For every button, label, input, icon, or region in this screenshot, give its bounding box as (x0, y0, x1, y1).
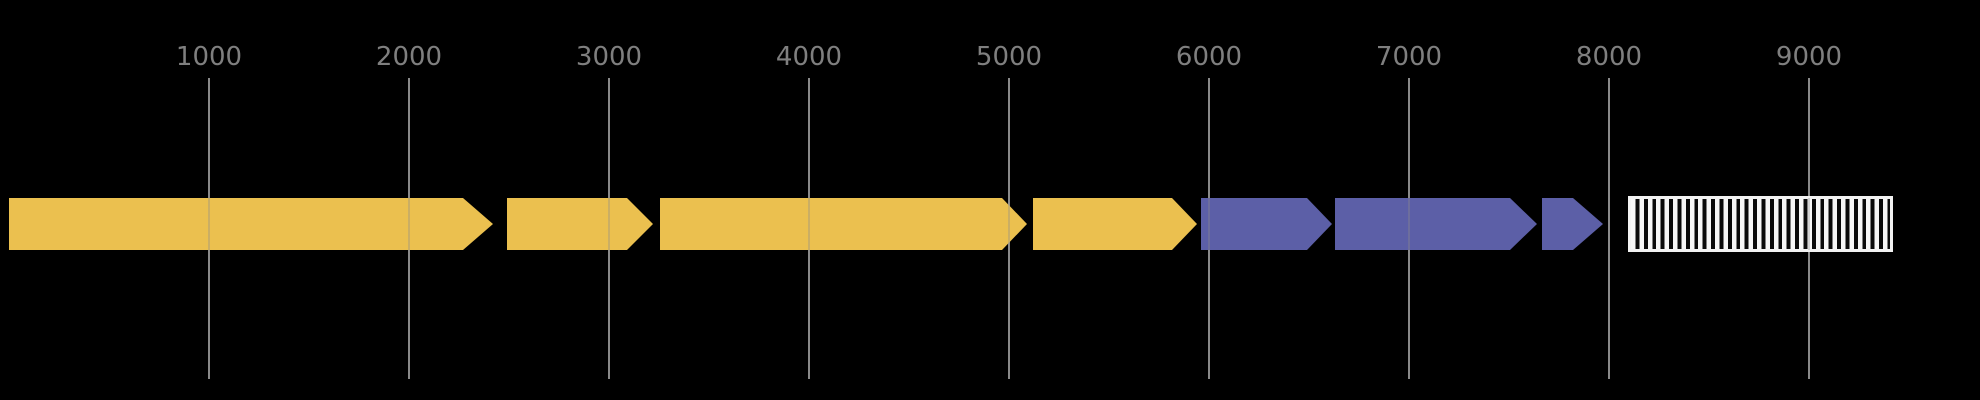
axis-tick-label: 6000 (1175, 42, 1243, 72)
axis-gridline-overlay (1608, 198, 1610, 250)
purple-arrow-2 (1335, 198, 1537, 250)
axis-tick-label: 8000 (1575, 42, 1643, 72)
axis-gridline-overlay (1208, 198, 1210, 250)
axis-gridline-overlay (208, 198, 210, 250)
axis-tick-label: 7000 (1375, 42, 1443, 72)
axis-tick-label: 5000 (975, 42, 1043, 72)
axis-tick-label: 9000 (1775, 42, 1843, 72)
gold-arrow-3 (660, 198, 1027, 250)
axis-tick-label: 2000 (375, 42, 443, 72)
axis-gridline-overlay (608, 198, 610, 250)
axis-tick-label: 3000 (575, 42, 643, 72)
axis-gridline-overlay (1408, 198, 1410, 250)
axis-tick-label: 1000 (175, 42, 243, 72)
axis-tick-label: 4000 (775, 42, 843, 72)
purple-arrow-1 (1201, 198, 1332, 250)
axis-gridline-overlay (1008, 198, 1010, 250)
axis-gridline-overlay (1808, 198, 1810, 250)
hatched-box (1628, 196, 1893, 252)
gold-arrow-1 (9, 198, 493, 250)
axis-gridline (1608, 78, 1610, 379)
gold-arrow-2 (507, 198, 653, 250)
purple-arrow-3 (1542, 198, 1603, 250)
gold-arrow-4 (1033, 198, 1197, 250)
axis-gridline-overlay (408, 198, 410, 250)
axis-gridline-overlay (808, 198, 810, 250)
